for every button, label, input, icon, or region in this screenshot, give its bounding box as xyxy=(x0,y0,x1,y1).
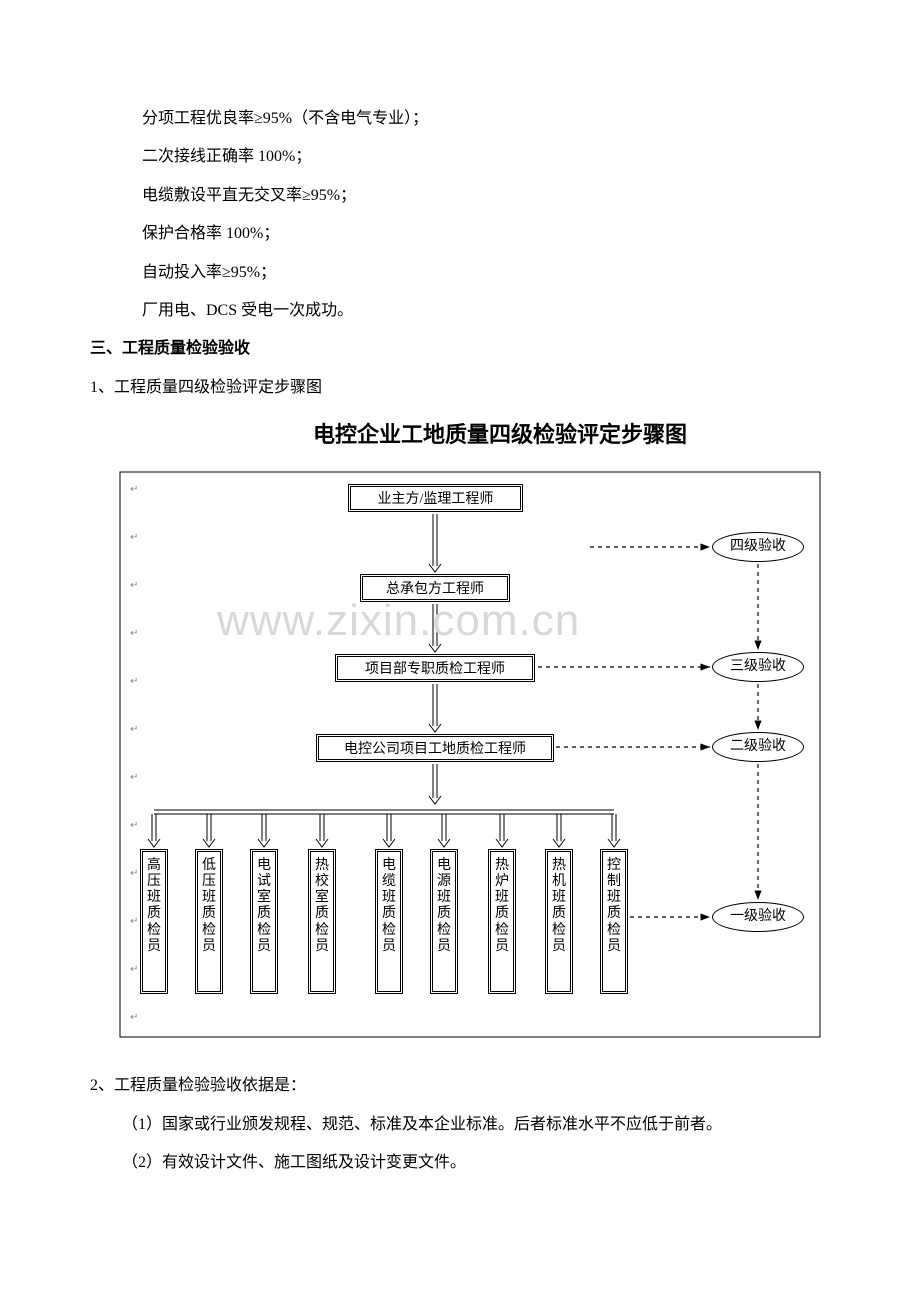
paragraph-mark: ↵ xyxy=(130,628,138,639)
flow-node-bottom: 热校室质检员 xyxy=(308,849,336,994)
paragraph-mark: ↵ xyxy=(130,820,138,831)
line-4: 保护合格率 100%； xyxy=(110,215,830,253)
section-3-title: 三、工程质量检验验收 xyxy=(90,330,830,368)
paragraph-mark: ↵ xyxy=(130,580,138,591)
flow-node: 总承包方工程师 xyxy=(360,574,510,602)
paragraph-mark: ↵ xyxy=(130,676,138,687)
list-item-1: 1、工程质量四级检验评定步骤图 xyxy=(90,369,830,407)
paragraph-mark: ↵ xyxy=(130,484,138,495)
para-2: （2）有效设计文件、施工图纸及设计变更文件。 xyxy=(90,1144,830,1182)
paragraph-mark: ↵ xyxy=(130,964,138,975)
flow-node-bottom: 热机班质检员 xyxy=(545,849,573,994)
diagram-title: 电控企业工地质量四级检验评定步骤图 xyxy=(170,417,830,449)
flow-node-bottom: 电试室质检员 xyxy=(250,849,278,994)
line-6: 厂用电、DCS 受电一次成功。 xyxy=(110,292,830,330)
flow-node: 电控公司项目工地质检工程师 xyxy=(316,734,554,762)
flow-level-oval: 三级验收 xyxy=(712,652,804,682)
line-3: 电缆敷设平直无交叉率≥95%； xyxy=(110,177,830,215)
paragraph-mark: ↵ xyxy=(130,724,138,735)
paragraph-mark: ↵ xyxy=(130,532,138,543)
paragraph-mark: ↵ xyxy=(130,772,138,783)
paragraph-mark: ↵ xyxy=(130,868,138,879)
paragraph-mark: ↵ xyxy=(130,916,138,927)
paragraph-mark: ↵ xyxy=(130,1012,138,1023)
flow-node-bottom: 高压班质检员 xyxy=(140,849,168,994)
flow-level-oval: 一级验收 xyxy=(712,902,804,932)
flow-level-oval: 二级验收 xyxy=(712,732,804,762)
flow-node-bottom: 电缆班质检员 xyxy=(375,849,403,994)
flow-node-bottom: 控制班质检员 xyxy=(600,849,628,994)
flow-level-oval: 四级验收 xyxy=(712,532,804,562)
flow-diagram: 业主方/监理工程师总承包方工程师项目部专职质检工程师电控公司项目工地质检工程师 四… xyxy=(90,464,830,1049)
list-item-2: 2、工程质量检验验收依据是： xyxy=(90,1067,830,1105)
line-5: 自动投入率≥95%； xyxy=(110,254,830,292)
flow-node-bottom: 热炉班质检员 xyxy=(488,849,516,994)
flow-node: 项目部专职质检工程师 xyxy=(335,654,535,682)
flow-node: 业主方/监理工程师 xyxy=(348,484,523,512)
flow-node-bottom: 电源班质检员 xyxy=(430,849,458,994)
para-1: （1）国家或行业颁发规程、规范、标准及本企业标准。后者标准水平不应低于前者。 xyxy=(90,1106,830,1144)
line-2: 二次接线正确率 100%； xyxy=(110,138,830,176)
line-1: 分项工程优良率≥95%（不含电气专业）； xyxy=(110,100,830,138)
flow-node-bottom: 低压班质检员 xyxy=(195,849,223,994)
